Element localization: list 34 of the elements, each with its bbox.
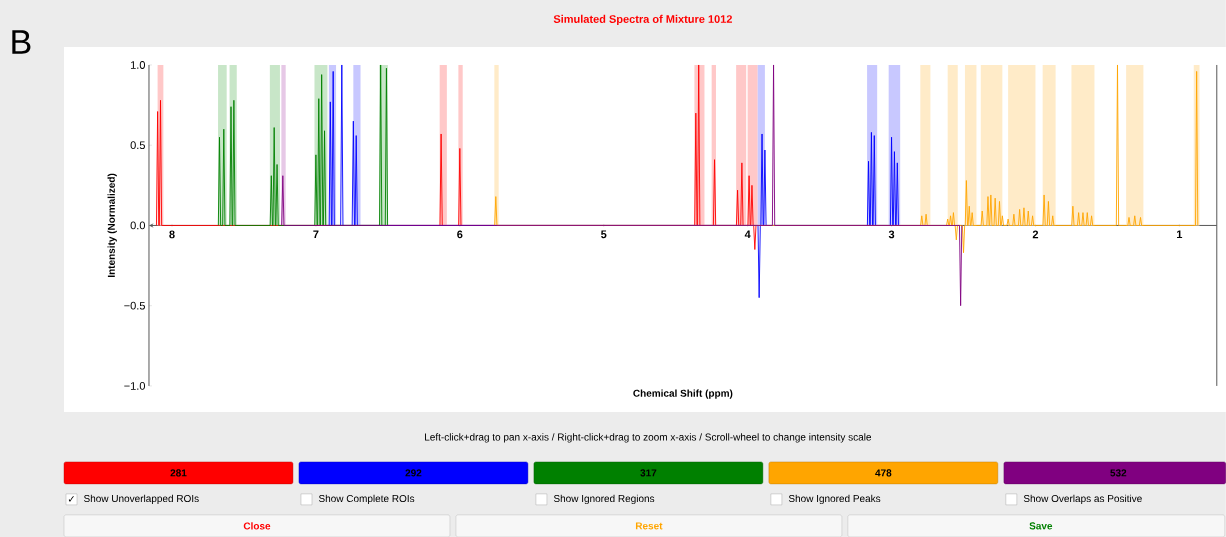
text: B [12,30,31,54]
text: 317 [640,469,657,477]
text: Show Ignored Regions [553,494,655,505]
text: Show Unoverlapped ROIs [83,494,199,505]
text: 532 [1110,469,1127,477]
y-tick-label: 0.5 [130,141,145,150]
x-tick-label: 8 [169,230,175,239]
y-tick-label: −1.0 [124,381,145,390]
x-axis-title: Chemical Shift (ppm) [633,389,733,399]
text: Show Ignored Peaks [788,494,881,505]
x-tick-label: 6 [457,230,463,239]
text: Close [243,522,271,530]
y-tick-label: 1.0 [130,61,145,69]
text: 478 [875,469,892,477]
text: Save [1029,522,1053,530]
x-tick-label: 5 [601,230,607,239]
x-tick-label: 3 [888,230,895,239]
text: 292 [405,469,422,477]
x-tick-label: 2 [1032,230,1039,239]
text: ✓ [68,496,74,502]
chart-title: Simulated Spectra of Mixture 1012 [553,14,732,26]
x-tick-label: 4 [744,230,751,238]
x-tick-label: 1 [1177,230,1183,238]
text: Reset [635,522,663,530]
text: 281 [170,469,187,477]
y-tick-label: 0.0 [130,221,145,230]
line-series [281,64,963,307]
text: Left-click+drag to pan x-axis / Right-click+drag to zoom x-axis / Scroll-wheel to change intensity scale [425,433,872,443]
text: Show Complete ROIs [318,494,415,505]
x-tick-label: 7 [313,230,319,238]
line-series [217,64,389,226]
y-axis-title: Intensity (Normalized) [107,173,117,277]
y-tick-label: −0.5 [124,301,145,310]
text: Show Overlaps as Positive [1023,494,1142,505]
